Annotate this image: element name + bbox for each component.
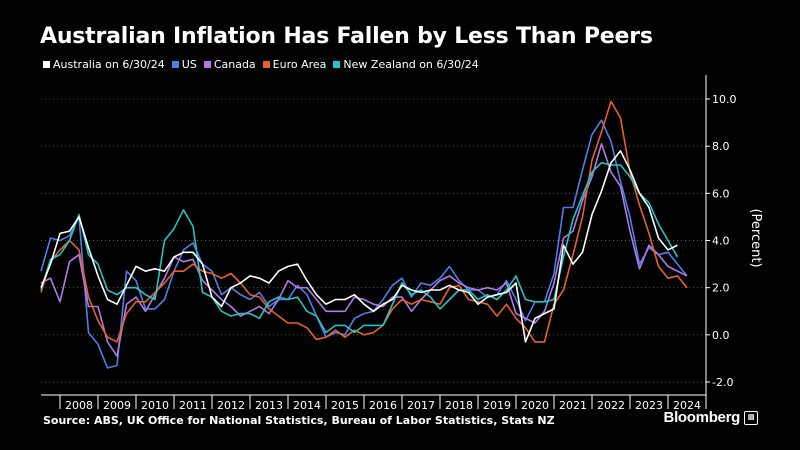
x-tick-label: 2008 — [65, 399, 93, 412]
chart-title: Australian Inflation Has Fallen by Less … — [40, 24, 653, 49]
chart-legend: Australia on 6/30/24 US Canada Euro Area New… — [43, 58, 479, 71]
legend-label: Euro Area — [272, 58, 327, 71]
brand-name: Bloomberg — [663, 409, 741, 426]
brand-logo: Bloomberg ▤ — [664, 409, 758, 426]
legend-label: US — [181, 58, 197, 71]
x-tick-label: 2013 — [255, 399, 283, 412]
x-tick-label: 2023 — [635, 399, 663, 412]
x-tick-label: 2010 — [141, 399, 169, 412]
bloomberg-logo-mark-icon: ▤ — [744, 410, 758, 425]
x-tick-label: 2022 — [597, 399, 625, 412]
x-tick-label: 2024 — [673, 399, 701, 412]
x-tick-label: 2009 — [103, 399, 131, 412]
y-tick-label: -2.0 — [712, 376, 733, 389]
x-tick-label: 2012 — [217, 399, 245, 412]
legend-label: New Zealand on 6/30/24 — [343, 58, 479, 71]
x-tick-label: 2017 — [407, 399, 435, 412]
legend-swatch — [262, 61, 270, 68]
x-tick-label: 2011 — [179, 399, 207, 412]
legend-swatch — [171, 61, 179, 68]
x-tick-label: 2018 — [445, 399, 473, 412]
x-tick-label: 2015 — [331, 399, 359, 412]
y-tick-label: 0.0 — [712, 329, 730, 342]
series-line — [40, 100, 688, 343]
y-tick-label: 8.0 — [712, 140, 730, 153]
x-tick-label: 2014 — [293, 399, 321, 412]
legend-item: Canada — [203, 58, 256, 71]
series-line — [40, 143, 688, 357]
x-tick-label: 2020 — [521, 399, 549, 412]
legend-item: Australia on 6/30/24 — [43, 58, 165, 71]
x-tick-label: 2019 — [483, 399, 511, 412]
y-tick-label: 10.0 — [712, 93, 737, 106]
x-tick-label: 2021 — [559, 399, 587, 412]
legend-swatch — [43, 61, 50, 68]
legend-item: New Zealand on 6/30/24 — [333, 58, 479, 71]
legend-label: Canada — [213, 58, 256, 71]
legend-item: Euro Area — [262, 58, 327, 71]
legend-swatch — [333, 61, 341, 68]
series-line — [40, 150, 678, 343]
y-tick-label: 2.0 — [712, 282, 730, 295]
x-tick-label: 2016 — [369, 399, 397, 412]
series-line — [40, 161, 679, 334]
y-axis-title: (Percent) — [748, 208, 763, 267]
legend-item: US — [171, 58, 197, 71]
legend-swatch — [203, 61, 211, 68]
y-tick-label: 4.0 — [712, 235, 730, 248]
y-tick-label: 6.0 — [712, 187, 730, 200]
series-line — [40, 119, 688, 369]
legend-label: Australia on 6/30/24 — [53, 58, 165, 71]
source-note: Source: ABS, UK Office for National Stat… — [43, 414, 555, 427]
